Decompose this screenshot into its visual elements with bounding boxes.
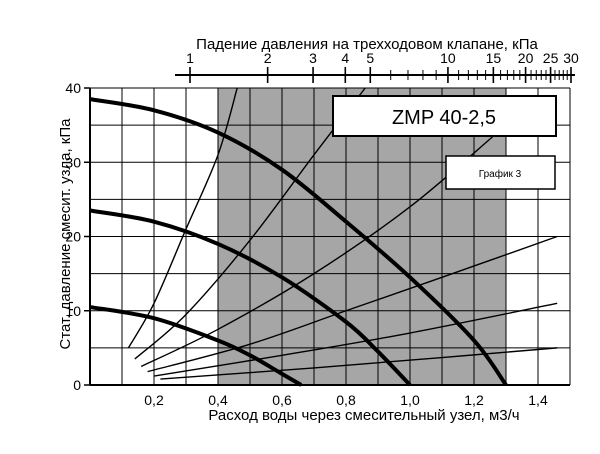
y-tick-label: 40 [65, 80, 81, 96]
x-tick-label: 0,2 [144, 392, 164, 408]
top-secondary-axis: 1 2 3 4 5 10 15 20 25 30 [175, 50, 579, 83]
x-tick-label: 1,4 [528, 392, 548, 408]
x-tick-label: 0,8 [336, 392, 356, 408]
y-tick-label: 0 [73, 377, 81, 393]
y-tick-label: 20 [65, 229, 81, 245]
pump-curves [89, 97, 508, 387]
top-axis-tick-label: 5 [366, 50, 374, 66]
x-tick-label: 0,6 [272, 392, 292, 408]
model-badge-label: ZMP 40-2,5 [392, 107, 496, 129]
x-tick-label: 1,0 [400, 392, 420, 408]
model-badge: ZMP 40-2,5 [332, 95, 557, 137]
top-axis-tick-label: 15 [486, 50, 502, 66]
valve-curve [153, 302, 558, 377]
valve-curve [134, 87, 366, 360]
graph-number-badge: График 3 [445, 155, 556, 190]
top-axis-title: Падение давления на трехходовом клапане,… [196, 36, 538, 53]
pump-curve [89, 208, 412, 387]
valve-curves [127, 87, 558, 380]
top-axis-tick-label: 2 [264, 50, 272, 66]
top-axis-tick-label: 4 [341, 50, 349, 66]
graph-number-label: График 3 [479, 168, 522, 180]
y-axis-title: Стат. давление смесит. узла, кПа [57, 118, 74, 350]
top-axis-tick-label: 10 [440, 50, 456, 66]
y-tick-label: 30 [65, 154, 81, 170]
valve-curve [160, 347, 558, 380]
top-axis-tick-label: 20 [518, 50, 534, 66]
graph-number-box [445, 155, 556, 190]
pump-curve [89, 305, 303, 387]
top-axis-tick-label: 1 [186, 50, 194, 66]
valve-curve [147, 235, 558, 373]
x-tick-labels: 0,2 0,4 0,6 0,8 1,0 1,2 1,4 [144, 392, 548, 408]
model-badge-box [332, 95, 557, 137]
top-axis-tick-label: 3 [309, 50, 317, 66]
pump-curve [89, 97, 508, 387]
plot-frame [84, 87, 570, 386]
top-axis-tick-label: 30 [563, 50, 579, 66]
x-tick-label: 1,2 [464, 392, 484, 408]
y-tick-labels: 0 10 20 30 40 [65, 80, 81, 393]
valve-curve [140, 135, 494, 368]
x-axis-title: Расход воды через смесительный узел, м3/… [208, 407, 519, 424]
grid [90, 87, 571, 385]
y-tick-label: 10 [65, 303, 81, 319]
x-tick-label: 0,4 [208, 392, 228, 408]
top-axis-tick-label: 25 [543, 50, 559, 66]
